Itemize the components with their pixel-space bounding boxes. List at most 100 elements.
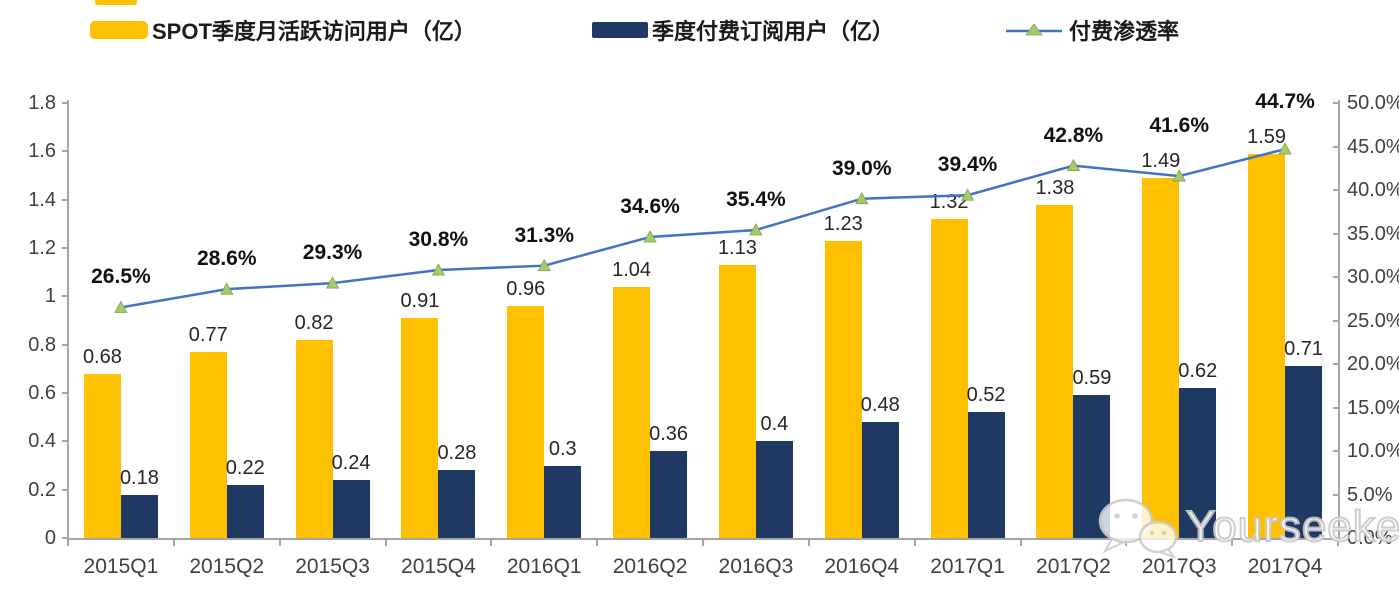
left-axis-tick-label: 0.4: [28, 430, 56, 453]
mau-value-label: 0.96: [506, 278, 546, 300]
mau-bar: [930, 219, 968, 538]
mau-value-label: 0.77: [188, 323, 228, 346]
left-axis-tick-label: 0: [44, 527, 56, 549]
x-axis-tick: [702, 538, 704, 546]
mau-bar: [613, 286, 651, 538]
right-axis-tick-label: 40.0%: [1347, 179, 1399, 201]
subscriber-value-label: 0.62: [1178, 360, 1218, 383]
x-axis-category-label: 2016Q2: [612, 555, 688, 578]
right-axis-tick: [1333, 189, 1340, 191]
penetration-value-label: 39.0%: [831, 156, 892, 180]
subscriber-value-label: 0.28: [437, 442, 477, 465]
x-axis-tick: [384, 538, 387, 546]
mau-bar: [1142, 177, 1180, 538]
left-axis-tick: [62, 488, 69, 491]
x-axis-category-label: 2015Q3: [295, 555, 370, 578]
mau-value-label: 0.68: [82, 345, 122, 368]
penetration-value-label: 39.4%: [937, 153, 998, 177]
penetration-value-label: 26.5%: [91, 265, 151, 289]
left-axis-tick-label: 1.2: [28, 237, 56, 259]
legend-label-penetration: 付费渗透率: [1069, 19, 1180, 44]
mau-value-label: 1.13: [717, 236, 757, 259]
right-axis-line: [1338, 100, 1340, 538]
subscriber-bar: [120, 494, 158, 538]
left-axis-line: [67, 100, 69, 538]
mau-bar: [189, 351, 227, 538]
wechat-icon: [1098, 498, 1178, 558]
right-axis-tick-label: 30.0%: [1347, 266, 1399, 288]
x-axis-tick: [1337, 538, 1339, 546]
subscriber-value-label: 0.24: [331, 452, 371, 474]
x-axis-tick: [596, 538, 599, 546]
right-axis-tick-label: 0.0%: [1347, 527, 1393, 549]
right-axis-tick-label: 25.0%: [1347, 309, 1399, 332]
x-axis-tick: [490, 538, 493, 546]
x-axis-category-label: 2017Q4: [1247, 555, 1323, 578]
subscriber-value-label: 0.18: [119, 466, 159, 489]
x-axis-category-label: 2016Q1: [506, 555, 582, 578]
right-axis-tick: [1333, 363, 1340, 365]
legend-item-subscribers: 季度付费订阅用户（亿）: [592, 14, 894, 46]
subscriber-value-label: 0.22: [225, 456, 265, 479]
right-axis-tick: [1333, 102, 1340, 104]
x-axis-tick: [913, 538, 916, 546]
subscriber-bar: [226, 484, 264, 538]
penetration-value-label: 28.6%: [196, 247, 257, 271]
left-axis-tick: [62, 102, 69, 104]
mau-bar: [507, 306, 545, 538]
right-axis-tick-label: 45.0%: [1347, 135, 1399, 158]
x-axis-category-label: 2016Q4: [824, 555, 900, 578]
mau-value-label: 0.82: [294, 311, 334, 334]
line-marker-swatch-icon: [1005, 22, 1063, 38]
left-axis-tick: [62, 537, 69, 539]
left-axis-tick-label: 0.6: [28, 382, 56, 404]
subscriber-value-label: 0.4: [760, 413, 789, 436]
penetration-value-label: 44.7%: [1255, 89, 1315, 113]
left-axis-tick-label: 0.2: [28, 478, 56, 501]
x-axis-category-label: 2015Q4: [401, 555, 476, 578]
x-axis-category-label: 2017Q1: [930, 555, 1005, 578]
mau-value-label: 1.32: [929, 191, 969, 213]
x-axis-category-label: 2016Q3: [718, 555, 794, 578]
left-axis-tick: [62, 343, 69, 346]
right-axis-tick: [1333, 232, 1340, 235]
right-axis-tick-label: 15.0%: [1347, 396, 1399, 419]
subscriber-bar: [1179, 388, 1217, 538]
right-axis-tick-label: 20.0%: [1347, 353, 1399, 375]
left-axis-tick: [62, 392, 69, 394]
mau-bar: [83, 373, 121, 538]
mau-value-label: 1.23: [823, 212, 863, 235]
mau-bar: [824, 240, 862, 538]
subscriber-value-label: 0.59: [1072, 367, 1112, 390]
left-axis-tick: [62, 150, 69, 153]
x-axis-category-label: 2015Q1: [83, 555, 159, 578]
right-axis-tick-label: 10.0%: [1347, 440, 1399, 462]
left-axis-tick-label: 0.8: [28, 333, 56, 356]
subscriber-value-label: 0.71: [1284, 338, 1324, 361]
subscriber-value-label: 0.52: [966, 384, 1006, 407]
x-axis-tick: [1019, 538, 1022, 546]
x-axis-tick: [172, 538, 175, 546]
mau-bar-swatch-icon: [90, 21, 148, 39]
mau-bar: [401, 318, 439, 538]
x-axis-category-label: 2015Q2: [189, 555, 265, 578]
x-axis-category-label: 2017Q3: [1141, 555, 1217, 578]
subscriber-bar: [544, 465, 582, 538]
x-axis-tick: [1231, 538, 1234, 546]
subscriber-bar-swatch-icon: [592, 22, 648, 38]
mau-value-label: 1.04: [612, 258, 652, 281]
penetration-value-label: 31.3%: [514, 223, 575, 247]
legend-label-subscribers: 季度付费订阅用户（亿）: [652, 19, 895, 44]
left-axis-tick-label: 1.4: [28, 188, 56, 211]
penetration-value-label: 35.4%: [726, 188, 786, 212]
subscriber-value-label: 0.3: [548, 437, 577, 460]
right-axis-tick-label: 50.0%: [1347, 92, 1399, 114]
right-axis-tick: [1333, 406, 1340, 409]
x-axis-tick: [807, 538, 810, 546]
x-axis-category-label: 2017Q2: [1036, 555, 1111, 578]
legend-item-mau: SPOT季度月活跃访问用户（亿）: [90, 14, 476, 46]
mau-bar: [718, 264, 756, 538]
penetration-value-label: 41.6%: [1149, 113, 1210, 137]
